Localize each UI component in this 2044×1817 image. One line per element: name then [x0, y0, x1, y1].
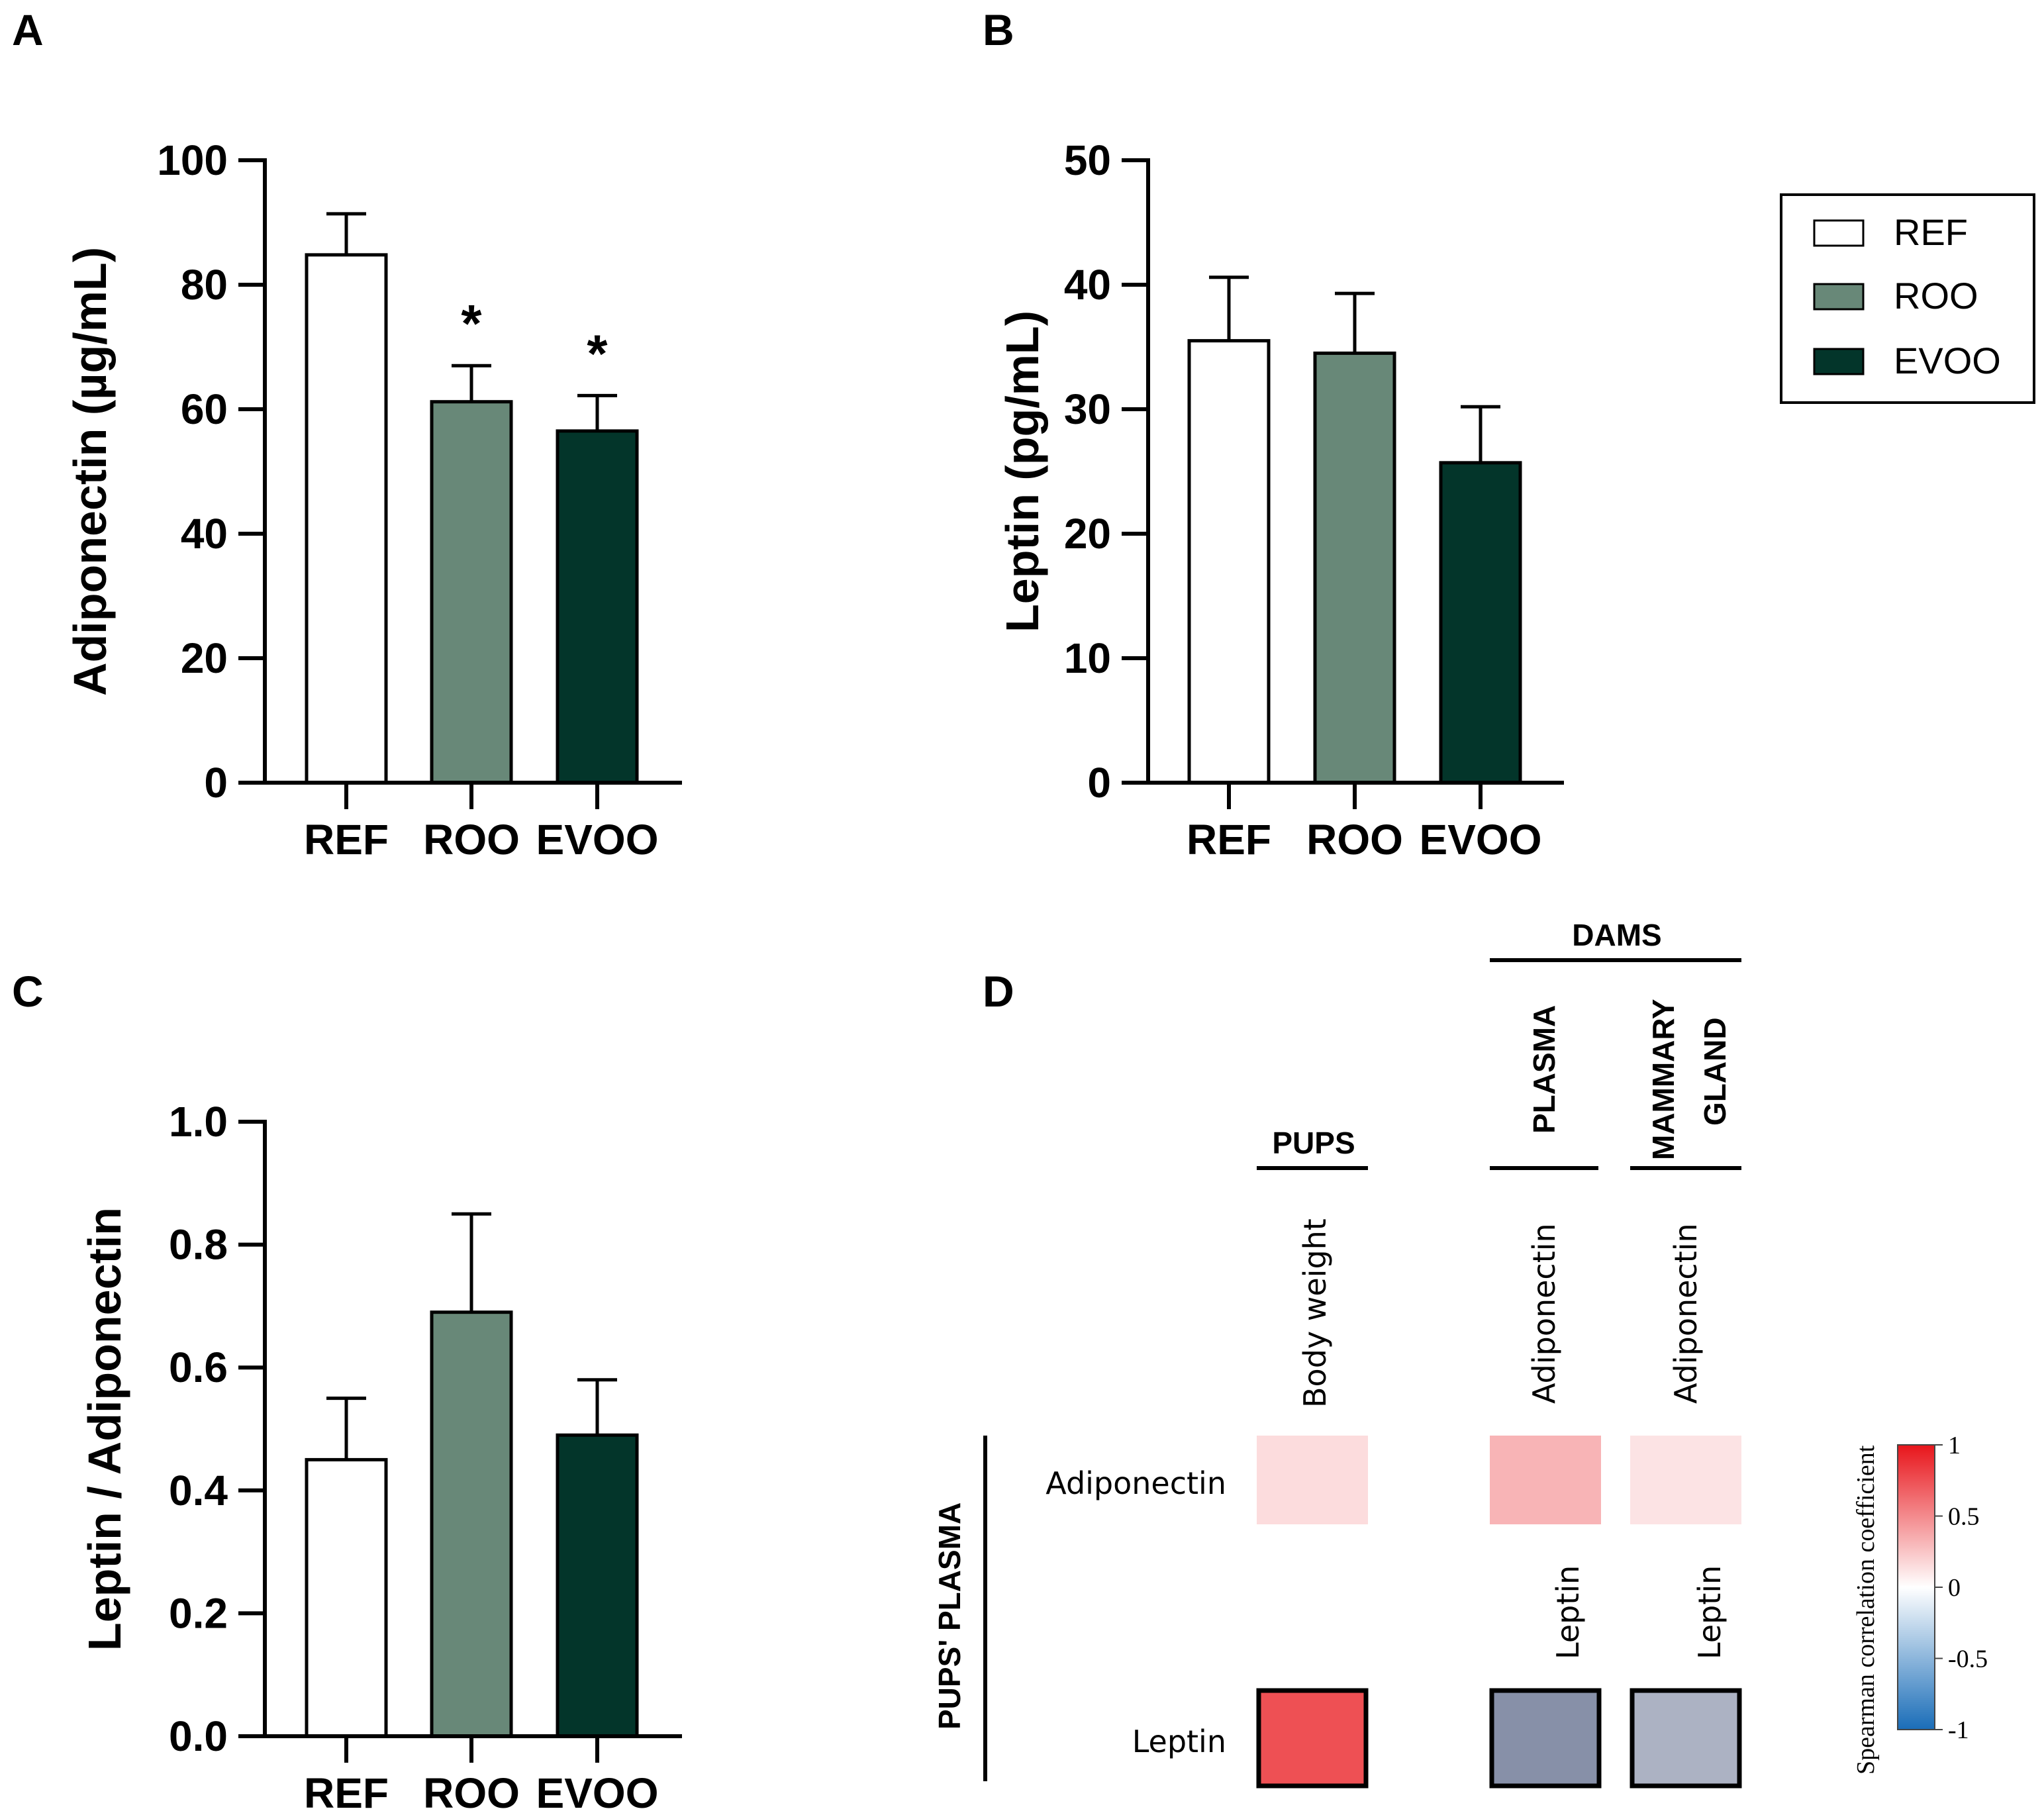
heatmap-cell-r1-c0 — [1256, 1688, 1369, 1789]
bar-c-evoo — [556, 1433, 639, 1738]
bar-b-ref — [1187, 339, 1271, 785]
group-label-pups: PUPS — [1272, 1126, 1355, 1160]
group-label-mammary-line2: GLAND — [1698, 1017, 1732, 1126]
ytick-label-a-2: 40 — [181, 510, 228, 558]
legend-swatch-ref — [1813, 219, 1865, 247]
xtick-label-c-roo: ROO — [423, 1769, 520, 1817]
column-label-mammary-adiponectin: Adiponectin — [1668, 1223, 1704, 1404]
panel-label-a: A — [12, 5, 44, 54]
xtick-label-b-evoo: EVOO — [1420, 816, 1542, 863]
ytick-label-c-3: 0.6 — [169, 1344, 228, 1391]
row-label-leptin: Leptin — [1132, 1724, 1226, 1759]
heatmap-panel-d: DAMS PLASMA MAMMARY GLAND PUPS Body weig… — [932, 918, 1988, 1789]
sig-marker-a-roo: * — [461, 294, 482, 353]
y-axis-title-a: Adiponectin (µg/mL) — [64, 247, 116, 696]
sub-label-plasma-leptin: Leptin — [1550, 1565, 1586, 1659]
bar-a-ref — [305, 253, 388, 785]
ytick-label-c-5: 1.0 — [169, 1098, 228, 1146]
xtick-label-b-ref: REF — [1187, 816, 1271, 863]
ytick-label-b-2: 20 — [1064, 510, 1111, 558]
sub-label-mammary-leptin: Leptin — [1692, 1565, 1728, 1659]
ytick-label-b-5: 50 — [1064, 136, 1111, 184]
ytick-label-a-1: 20 — [181, 634, 228, 682]
xtick-label-c-evoo: EVOO — [536, 1769, 659, 1817]
colorbar-tick-label-2: 0 — [1948, 1574, 1961, 1602]
bar-b-roo — [1313, 351, 1396, 785]
ytick-label-b-3: 30 — [1064, 385, 1111, 433]
colorbar — [1897, 1444, 1935, 1730]
ytick-label-a-5: 100 — [157, 136, 228, 184]
xtick-label-c-ref: REF — [304, 1769, 389, 1817]
bar-c-roo — [430, 1310, 513, 1738]
group-label-plasma: PLASMA — [1527, 1005, 1561, 1134]
ytick-label-c-2: 0.4 — [169, 1467, 228, 1514]
legend-label-roo: ROO — [1894, 275, 1978, 317]
ytick-label-a-4: 80 — [181, 261, 228, 309]
colorbar-ticks: 1 0.5 0 -0.5 -1 — [1935, 1432, 1988, 1744]
y-axis-title-b: Leptin (pg/mL) — [997, 311, 1048, 632]
y-axis-title-c: Leptin / Adiponectin — [79, 1207, 130, 1651]
heatmap-cell-r1-c1 — [1489, 1688, 1602, 1789]
ytick-label-a-0: 0 — [204, 759, 228, 807]
group-label-mammary-line1: MAMMARY — [1646, 999, 1680, 1160]
colorbar-tick-label-0: 1 — [1948, 1432, 1961, 1459]
chart-b-leptin: REF ROO EVOO 0 10 20 30 40 50 Leptin (pg/mL) — [997, 136, 1564, 863]
ytick-label-c-1: 0.2 — [169, 1589, 228, 1637]
bar-b-evoo — [1439, 461, 1522, 785]
bar-a-evoo — [556, 429, 639, 785]
heatmap-cell-r1-c2 — [1630, 1688, 1742, 1789]
panel-label-b: B — [983, 5, 1014, 54]
bar-c-ref — [305, 1457, 388, 1738]
colorbar-title: Spearman correlation coefficient — [1852, 1445, 1880, 1775]
xtick-label-a-roo: ROO — [423, 816, 520, 863]
xtick-label-a-evoo: EVOO — [536, 816, 659, 863]
row-label-adiponectin: Adiponectin — [1046, 1465, 1226, 1501]
ytick-label-c-0: 0.0 — [169, 1712, 228, 1760]
heatmap-cell-r0-c1 — [1490, 1436, 1601, 1524]
colorbar-tick-label-4: -1 — [1948, 1716, 1969, 1744]
legend-label-ref: REF — [1894, 211, 1968, 253]
legend: REF ROO EVOO — [1780, 193, 2035, 404]
ytick-label-b-1: 10 — [1064, 634, 1111, 682]
ytick-label-a-3: 60 — [181, 385, 228, 433]
legend-swatch-roo — [1813, 283, 1865, 311]
group-label-dams: DAMS — [1572, 918, 1661, 952]
colorbar-tick-label-3: -0.5 — [1948, 1645, 1988, 1673]
colorbar-tick-label-1: 0.5 — [1948, 1503, 1980, 1531]
column-label-plasma-adiponectin: Adiponectin — [1526, 1223, 1562, 1404]
chart-c-ratio: REF ROO EVOO 0.0 0.2 0.4 0.6 0.8 1.0 Leptin / Adi… — [79, 1098, 682, 1817]
legend-label-evoo: EVOO — [1894, 340, 2001, 381]
xtick-label-b-roo: ROO — [1306, 816, 1403, 863]
column-label-body-weight: Body weight — [1297, 1218, 1333, 1408]
sig-marker-a-evoo: * — [587, 324, 608, 383]
xtick-label-a-ref: REF — [304, 816, 389, 863]
panel-label-c: C — [12, 967, 44, 1016]
ytick-label-c-4: 0.8 — [169, 1221, 228, 1269]
chart-a-adiponectin: REF * ROO * EVOO 0 20 40 60 80 100 Adiponectin (µg/… — [64, 136, 682, 863]
ytick-label-b-4: 40 — [1064, 261, 1111, 309]
bar-a-roo — [430, 400, 513, 785]
legend-swatch-evoo — [1813, 348, 1865, 375]
heatmap-cell-r0-c0 — [1257, 1436, 1368, 1524]
row-group-label: PUPS' PLASMA — [932, 1502, 967, 1730]
heatmap-cell-r0-c2 — [1630, 1436, 1741, 1524]
ytick-label-b-0: 0 — [1087, 759, 1111, 807]
panel-label-d: D — [983, 967, 1014, 1016]
heatmap-cells — [1256, 1436, 1742, 1789]
